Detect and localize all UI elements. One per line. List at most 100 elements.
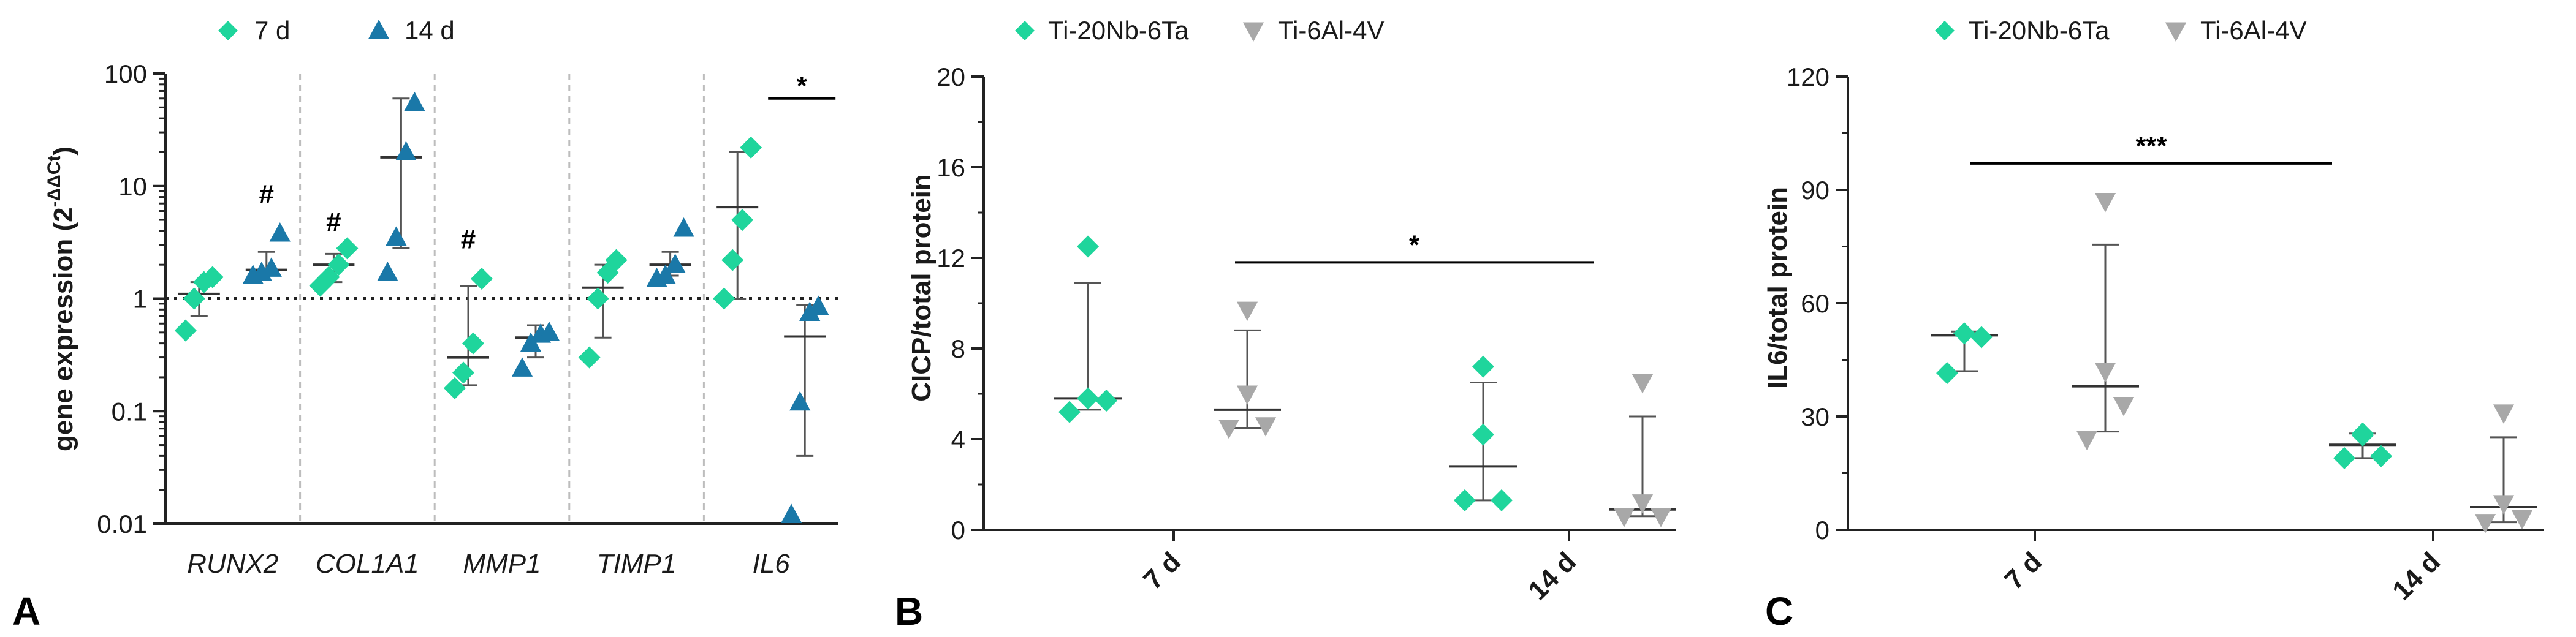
legend-marker-14d [368,20,390,39]
legend-marker-ti20nb6ta [1015,21,1035,40]
data-point [781,503,802,523]
data-point [673,217,694,237]
legend-triangle [368,20,390,39]
legend-label-ti20nb6ta: Ti-20Nb-6Ta [1969,16,2110,45]
panel-a-legend: 7 d 14 d [218,16,455,45]
x-label-runx2: RUNX2 [187,549,278,579]
data-point [605,249,628,271]
x-label-col1a1: COL1A1 [316,549,419,579]
data-point [2370,445,2392,467]
group-7-d-timp1 [578,249,628,369]
data-point [1632,374,1654,394]
panel-a: 7 d 14 d 100 10 1 0.1 0.01 RUNX2 COL1A1 MMP1 TI… [12,16,838,633]
data-point [269,222,291,242]
data-point [2094,363,2116,382]
data-point [260,257,282,277]
data-point [317,266,340,288]
data-point [731,209,754,232]
y-tick-label: 8 [951,334,965,363]
legend-label-ti20nb6ta: Ti-20Nb-6Ta [1048,16,1189,45]
panel-c-x-labels: 7 d 14 d [1999,530,2446,606]
data-point [1236,301,1258,322]
data-point [1218,420,1240,439]
data-point [1953,322,1975,345]
data-point [183,287,205,310]
y-tick-label: 90 [1801,176,1829,205]
data-point [327,254,350,276]
data-point [1255,417,1277,437]
data-point [789,391,811,411]
data-point [386,226,407,246]
y-tick-label: 0.01 [97,510,147,538]
data-point [1936,362,1958,385]
data-point [713,287,735,310]
data-point [444,377,466,399]
group-ti-20nb-6ta-14-d [1449,355,1517,511]
group-14-d-il6 [781,295,829,523]
data-point [1970,326,1993,349]
data-point [1058,401,1081,423]
data-point [1613,508,1635,527]
group-ti-6al-4v-7-d [1214,301,1281,439]
x-label-timp1: TIMP1 [597,549,677,579]
data-point [201,266,224,288]
y-tick-label: 120 [1787,62,1829,91]
data-point [1491,489,1513,511]
y-tick-label: 1 [133,285,147,314]
y-tick-label: 0 [951,516,965,545]
legend-label-ti6al4v: Ti-6Al-4V [1278,16,1384,45]
panel-c-marks [1931,193,2537,533]
group-ti-6al-4v-7-d [2072,193,2139,450]
panel-c: Ti-20Nb-6Ta Ti-6Al-4V 0 30 60 90 120 7 d 14 d… [1763,16,2544,633]
y-tick-label: 60 [1801,289,1829,318]
panel-c-y-axis-title: IL6/total protein [1763,187,1793,389]
panel-c-letter: C [1765,589,1793,633]
significance-stars: *** [2135,131,2167,161]
data-point [1454,489,1476,511]
data-point [1077,387,1099,410]
data-point [1472,423,1494,446]
panel-b-marks [1054,235,1676,527]
data-point [664,254,686,273]
error-bar [380,97,422,249]
panel-c-axes [1847,77,2544,531]
panel-b-x-labels: 7 d 14 d [1138,530,1582,606]
y-tick-label: 0 [1815,516,1829,545]
data-point [471,268,493,290]
data-point [511,357,533,377]
legend-label-14d: 14 d [405,16,455,45]
data-point [578,346,601,369]
data-point [1077,235,1099,258]
legend-triangle [2165,22,2187,42]
data-point [1632,494,1654,514]
data-point [2511,510,2533,530]
panel-b-legend: Ti-20Nb-6Ta Ti-6Al-4V [1015,16,1384,45]
legend-marker-7d [218,21,238,40]
panel-b-y-ticks: 0 4 8 12 16 20 [937,62,984,545]
legend-marker-ti6al4v [2165,22,2187,42]
data-point [538,321,560,341]
data-point [1095,390,1117,412]
data-point [799,301,821,321]
group-7-d-col1a1 [309,237,359,297]
error-bar [784,304,826,457]
panel-b-letter: B [895,589,923,633]
data-point [2474,514,2496,533]
legend-diamond [1935,21,1955,40]
significance-stars: * [1409,230,1420,260]
data-point [2493,495,2515,514]
panel-c-legend: Ti-20Nb-6Ta Ti-6Al-4V [1935,16,2306,45]
legend-marker-ti6al4v [1242,22,1264,42]
group-7-d-runx2 [174,266,224,342]
data-point [395,141,417,160]
group-ti-20nb-6ta-7-d [1054,235,1122,423]
y-tick-label: 100 [104,59,147,88]
data-point [462,332,484,355]
y-tick-label: 12 [937,244,965,273]
legend-triangle [1242,22,1264,42]
legend-label-7d: 7 d [254,16,290,45]
data-point [2113,397,2135,417]
group-ti-20nb-6ta-14-d [2329,422,2396,469]
